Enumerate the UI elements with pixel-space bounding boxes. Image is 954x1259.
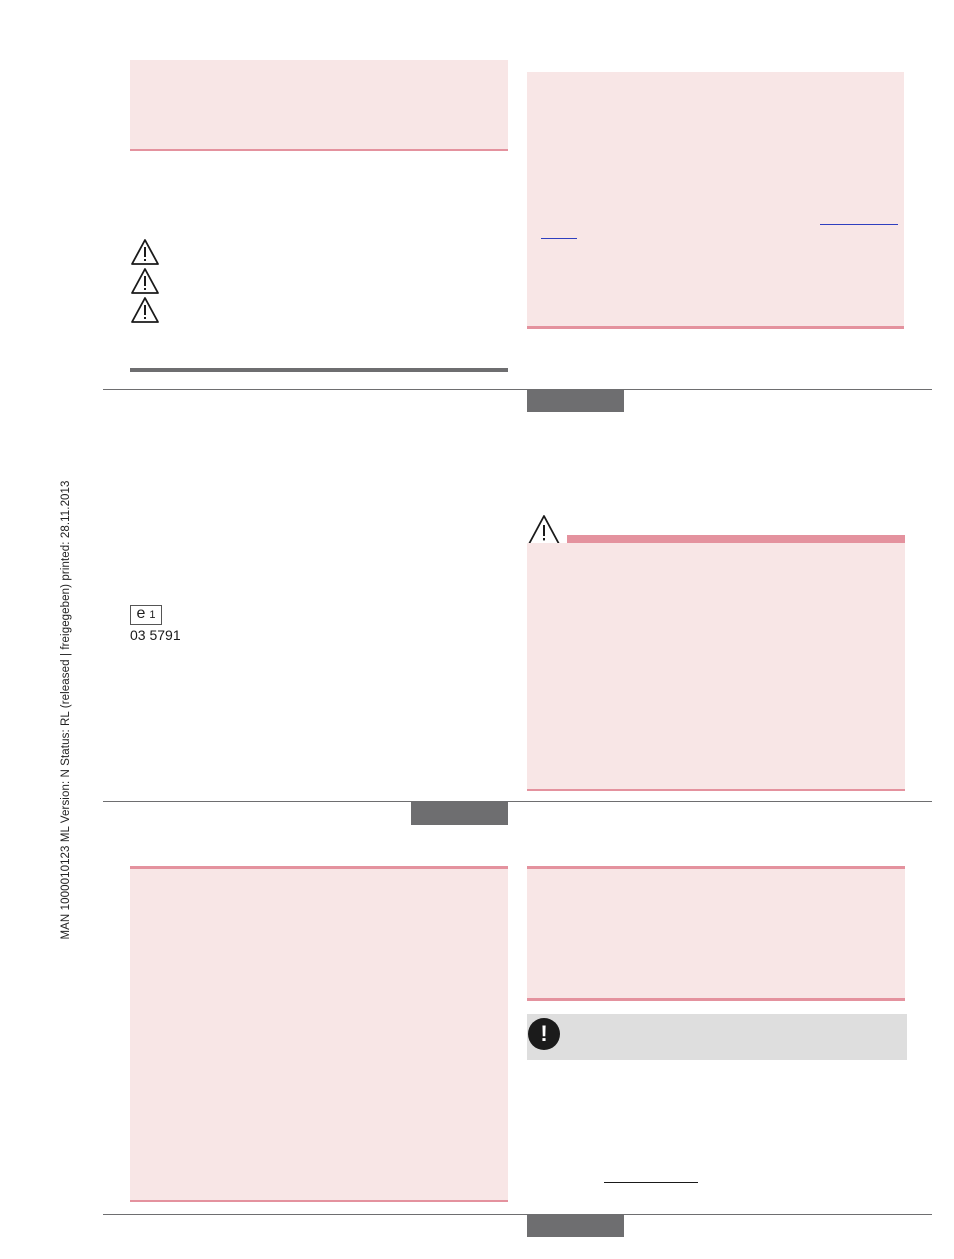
- warning-triangle-icon: [131, 297, 159, 323]
- top-left-info-panel: [130, 60, 508, 149]
- warning-triangle-icon: [131, 239, 159, 265]
- bottom-left-info-panel: [130, 869, 508, 1200]
- section-heading-tab: [527, 390, 624, 412]
- warning-content-panel: [527, 543, 905, 789]
- e-mark-letter: e: [136, 605, 146, 622]
- page-divider: [103, 389, 932, 390]
- underlined-reference-line[interactable]: [604, 1182, 698, 1183]
- page-divider: [103, 1214, 932, 1215]
- bottom-right-info-panel: [527, 869, 905, 998]
- warning-header-bar: [567, 535, 905, 543]
- e-mark-number: 1: [149, 609, 156, 621]
- bottom-right-panel-underline: [527, 998, 905, 1001]
- top-left-panel-underline: [130, 149, 508, 151]
- top-right-panel-underline: [527, 326, 904, 329]
- approval-number: 03 5791: [130, 627, 181, 643]
- document-status-vertical-text: MAN 1000010123 ML Version: N Status: RL …: [60, 480, 72, 940]
- warning-triangle-icon: [528, 515, 560, 545]
- bottom-right-panel-topline: [527, 866, 905, 869]
- top-right-info-panel: [527, 72, 904, 326]
- notice-box: [527, 1014, 907, 1060]
- section-heading-tab: [527, 1215, 624, 1237]
- page-divider: [103, 801, 932, 802]
- warning-panel-underline: [527, 789, 905, 791]
- section-heading-tab: [411, 802, 508, 825]
- exclamation-circle-icon: !: [528, 1018, 560, 1050]
- bottom-left-panel-underline: [130, 1200, 508, 1202]
- warning-triangle-icon: [131, 268, 159, 294]
- bottom-left-panel-topline: [130, 866, 508, 869]
- hyperlink-underline[interactable]: [820, 224, 898, 225]
- hyperlink-underline[interactable]: [541, 238, 577, 239]
- section-end-rule: [130, 368, 508, 372]
